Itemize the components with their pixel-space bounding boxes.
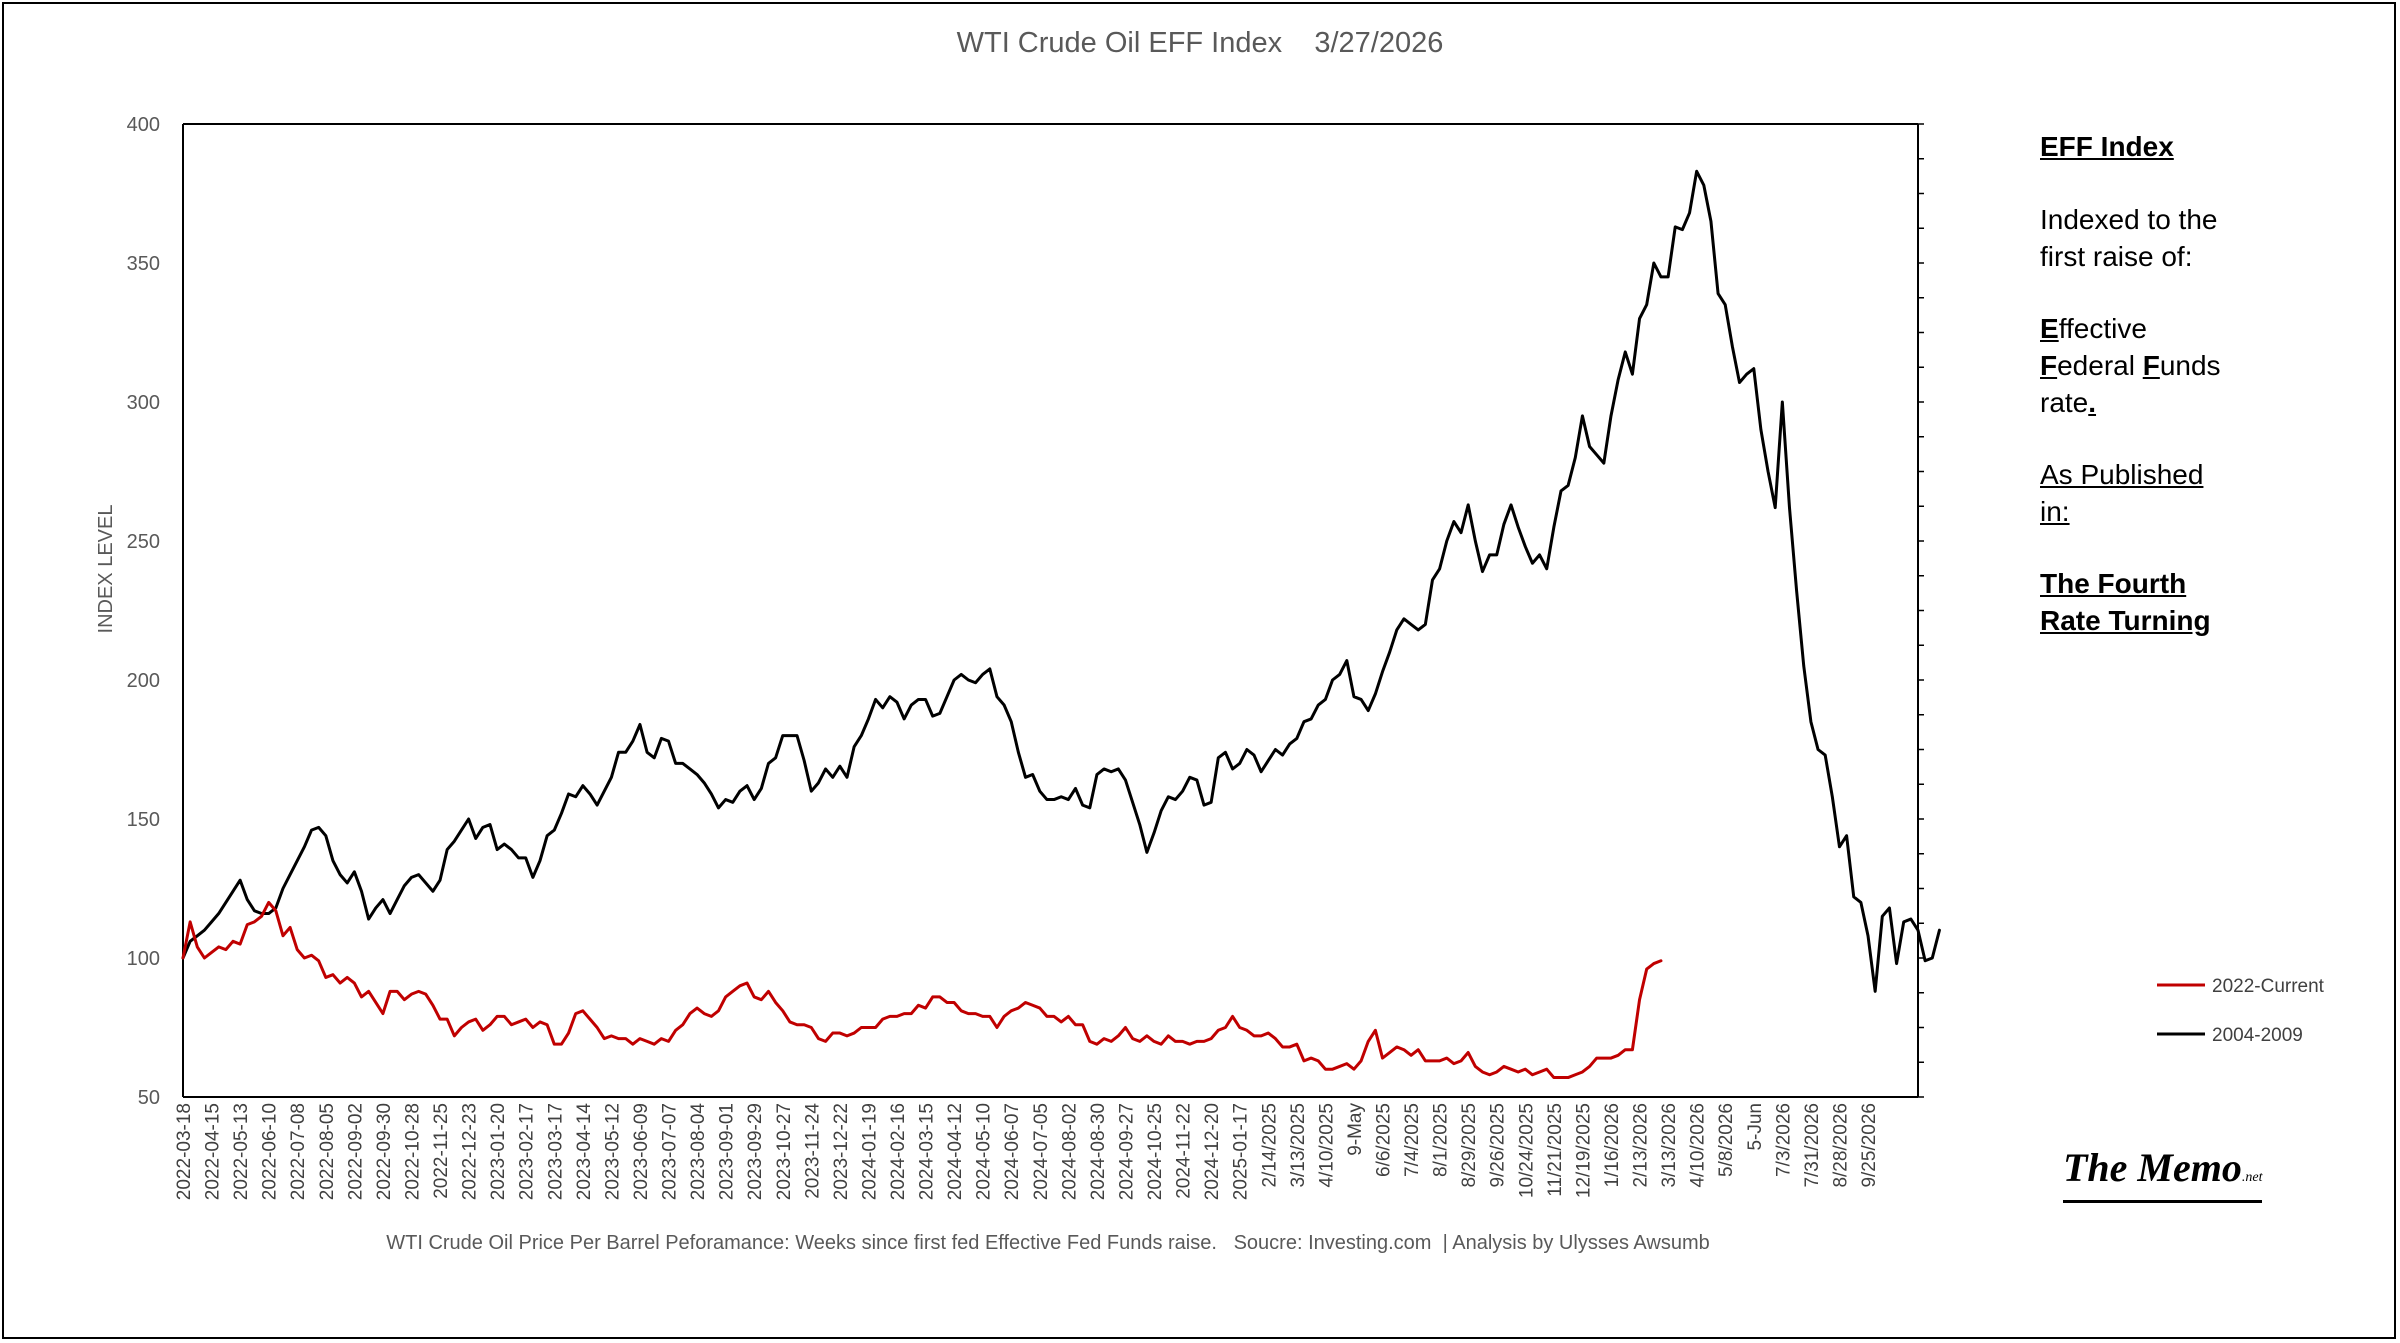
x-tick-label-9-26-2025: 9/26/2025 [1488, 1103, 1509, 1188]
x-tick-label-2024-02-16: 2024-02-16 [888, 1103, 909, 1200]
x-tick-label-5-8-2026: 5/8/2026 [1716, 1103, 1737, 1177]
x-tick-label-2023-01-20: 2023-01-20 [488, 1103, 509, 1200]
x-tick-label-4-10-2026: 4/10/2026 [1688, 1103, 1709, 1188]
x-tick-label-2023-07-07: 2023-07-07 [660, 1103, 681, 1200]
y-axis-ticks: 50 100 150 200 250 300 350 400 [127, 114, 160, 1109]
x-axis-caption: WTI Crude Oil Price Per Barrel Peforaman… [386, 1232, 1709, 1254]
x-tick-label-8-29-2025: 8/29/2025 [1459, 1103, 1480, 1188]
x-tick-label-3-13-2026: 3/13/2026 [1659, 1103, 1680, 1188]
x-tick-label-2022-07-08: 2022-07-08 [288, 1103, 309, 1200]
sidebar-line-2: first raise of: [2040, 241, 2193, 272]
x-tick-label-2024-04-12: 2024-04-12 [945, 1103, 966, 1200]
x-tick-label-2022-10-28: 2022-10-28 [402, 1103, 423, 1200]
x-tick-label-2024-10-25: 2024-10-25 [1145, 1103, 1166, 1200]
sidebar-federal-funds: Federal Funds [2040, 350, 2221, 381]
x-axis-ticks: 2022-03-18 2022-04-15 2022-05-13 2022-06-10… [174, 1103, 1880, 1201]
series-layer [181, 169, 1941, 1080]
sidebar-published-1: As Published [2040, 459, 2204, 490]
sidebar-published-2: in: [2040, 496, 2070, 527]
x-tick-label-2-14-2025: 2/14/2025 [1259, 1103, 1280, 1188]
y-tick-label-350: 350 [127, 253, 160, 275]
x-tick-label-2023-06-09: 2023-06-09 [631, 1103, 652, 1200]
x-tick-label-12-19-2025: 12/19/2025 [1573, 1103, 1594, 1198]
x-tick-label-8-1-2025: 8/1/2025 [1431, 1103, 1452, 1177]
sidebar-line-1: Indexed to the [2040, 204, 2218, 235]
x-tick-label-5-jun: 5-Jun [1745, 1103, 1766, 1151]
sidebar-effective: Effective [2040, 313, 2147, 344]
x-tick-label-7-4-2025: 7/4/2025 [1402, 1103, 1423, 1177]
x-tick-label-2023-09-01: 2023-09-01 [717, 1103, 738, 1200]
x-tick-label-2023-03-17: 2023-03-17 [545, 1103, 566, 1200]
x-tick-label-2023-04-14: 2023-04-14 [574, 1103, 595, 1201]
legend: 2022-Current 2004-2009 [2157, 976, 2325, 1046]
x-tick-label-2023-09-29: 2023-09-29 [745, 1103, 766, 1200]
x-tick-label-2022-05-13: 2022-05-13 [231, 1103, 252, 1200]
series-line-2004-2009 [181, 169, 1941, 993]
y-axis-label: INDEX LEVEL [95, 505, 117, 634]
x-tick-label-2022-12-23: 2022-12-23 [460, 1103, 481, 1200]
y-tick-label-150: 150 [127, 809, 160, 831]
chart-axes [182, 123, 1924, 1098]
y-tick-label-250: 250 [127, 531, 160, 553]
y-tick-label-200: 200 [127, 670, 160, 692]
x-tick-label-2024-11-22: 2024-11-22 [1174, 1103, 1195, 1199]
y-tick-label-50: 50 [138, 1087, 160, 1109]
x-tick-label-9-may: 9-May [1345, 1103, 1366, 1156]
x-tick-label-2024-03-15: 2024-03-15 [917, 1103, 938, 1200]
x-tick-label-4-10-2025: 4/10/2025 [1316, 1103, 1337, 1188]
x-tick-label-7-3-2026: 7/3/2026 [1773, 1103, 1794, 1177]
sidebar-book-2: Rate Turning [2040, 605, 2211, 636]
x-tick-label-2024-05-10: 2024-05-10 [974, 1103, 995, 1200]
x-tick-label-2024-06-07: 2024-06-07 [1002, 1103, 1023, 1200]
x-tick-label-3-13-2025: 3/13/2025 [1288, 1103, 1309, 1188]
x-tick-label-2024-09-27: 2024-09-27 [1116, 1103, 1137, 1200]
x-tick-label-10-24-2025: 10/24/2025 [1516, 1103, 1537, 1198]
x-tick-label-2023-08-04: 2023-08-04 [688, 1103, 709, 1201]
x-tick-label-1-16-2026: 1/16/2026 [1602, 1103, 1623, 1188]
x-tick-label-2024-01-19: 2024-01-19 [859, 1103, 880, 1200]
x-tick-label-2022-09-30: 2022-09-30 [374, 1103, 395, 1200]
x-tick-label-11-21-2025: 11/21/2025 [1545, 1103, 1566, 1197]
the-memo-logo: The Memo.net [2063, 1146, 2263, 1203]
legend-label-2004-2009: 2004-2009 [2212, 1025, 2303, 1046]
chart-title: WTI Crude Oil EFF Index 3/27/2026 [957, 27, 1444, 59]
x-tick-label-2022-08-05: 2022-08-05 [317, 1103, 338, 1200]
x-tick-label-2-13-2026: 2/13/2026 [1631, 1103, 1652, 1188]
sidebar-effr: Effective Federal Funds rate. [2040, 310, 2221, 421]
x-tick-label-2022-09-02: 2022-09-02 [345, 1103, 366, 1200]
sidebar-rate: rate. [2040, 387, 2097, 418]
y-tick-label-100: 100 [127, 948, 160, 970]
sidebar-heading: EFF Index [2040, 131, 2174, 162]
x-tick-label-7-31-2026: 7/31/2026 [1802, 1103, 1823, 1188]
x-tick-label-6-6-2025: 6/6/2025 [1374, 1103, 1395, 1177]
x-tick-label-2022-11-25: 2022-11-25 [431, 1103, 452, 1199]
sidebar-book-1: The Fourth [2040, 568, 2187, 599]
x-tick-label-2023-02-17: 2023-02-17 [517, 1103, 538, 1200]
x-tick-label-9-25-2026: 9/25/2026 [1859, 1103, 1880, 1188]
y-tick-label-400: 400 [127, 114, 160, 136]
sidebar-published: As Published in: [2040, 456, 2203, 530]
y-tick-label-300: 300 [127, 392, 160, 414]
x-tick-label-8-28-2026: 8/28/2026 [1830, 1103, 1851, 1188]
legend-label-2022-current: 2022-Current [2212, 976, 2325, 997]
x-tick-label-2022-04-15: 2022-04-15 [203, 1103, 224, 1200]
x-tick-label-2023-12-22: 2023-12-22 [831, 1103, 852, 1200]
secondary-axis-minor-ticks [1918, 123, 1924, 1098]
sidebar-index-note: Indexed to the first raise of: [2040, 201, 2217, 275]
x-tick-label-2022-03-18: 2022-03-18 [174, 1103, 195, 1200]
x-tick-label-2024-12-20: 2024-12-20 [1202, 1103, 1223, 1200]
series-line-2022-current [181, 900, 1663, 1080]
x-tick-label-2025-01-17: 2025-01-17 [1231, 1103, 1252, 1200]
x-tick-label-2023-05-12: 2023-05-12 [602, 1103, 623, 1200]
x-tick-label-2023-11-24: 2023-11-24 [802, 1103, 823, 1199]
x-tick-label-2024-07-05: 2024-07-05 [1031, 1103, 1052, 1200]
x-tick-label-2023-10-27: 2023-10-27 [774, 1103, 795, 1200]
x-tick-label-2022-06-10: 2022-06-10 [260, 1103, 281, 1200]
x-tick-label-2024-08-02: 2024-08-02 [1059, 1103, 1080, 1200]
x-tick-label-2024-08-30: 2024-08-30 [1088, 1103, 1109, 1200]
sidebar-book-title: The Fourth Rate Turning [2040, 565, 2211, 639]
